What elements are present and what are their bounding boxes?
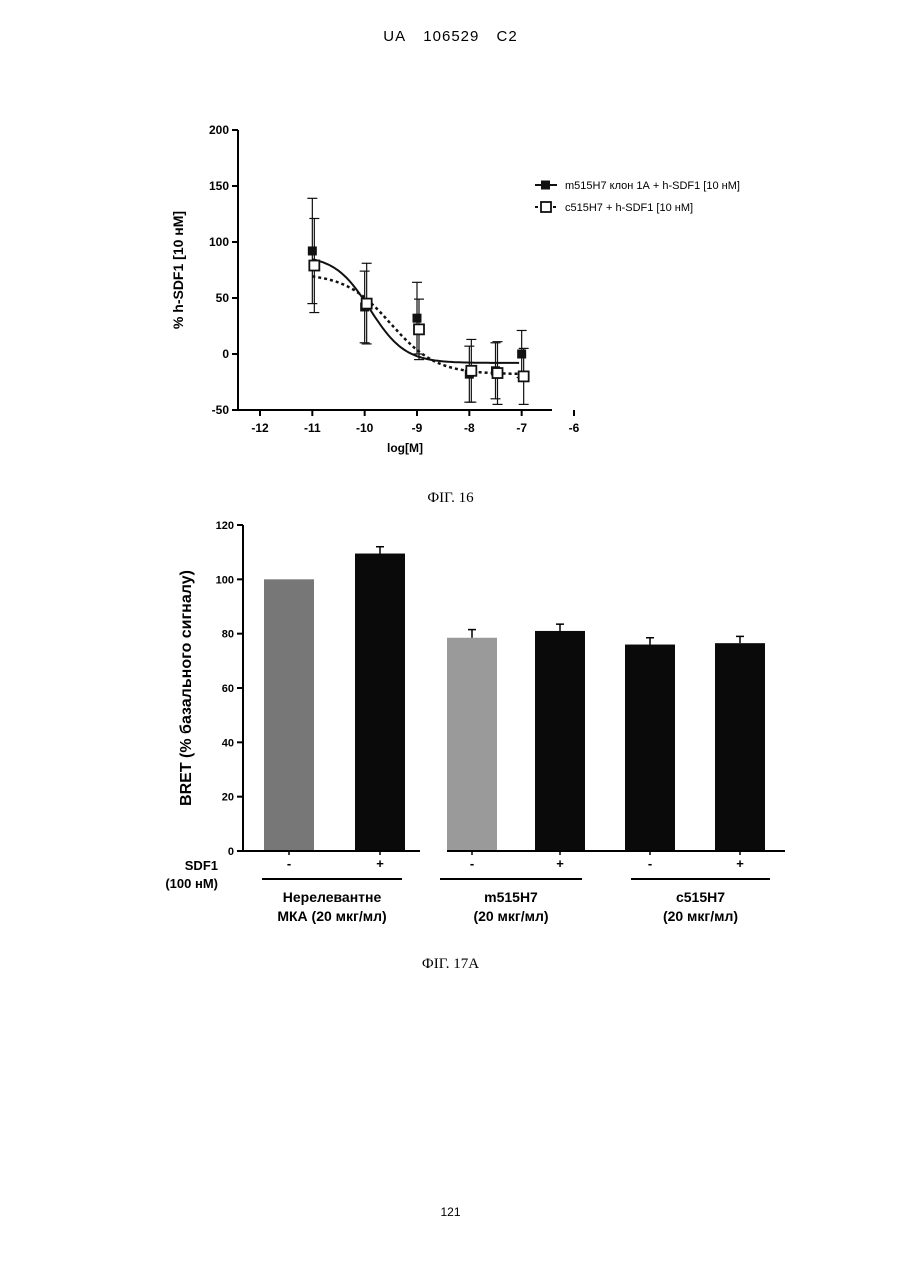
data-point-filled [413,314,422,323]
y-tick-label: 0 [222,347,229,361]
group-label-concentration: (20 мкг/мл) [663,908,738,924]
bar [355,554,405,851]
group-label-concentration: МКА (20 мкг/мл) [277,908,386,924]
sdf1-concentration-label: (100 нМ) [165,876,218,891]
patent-number: 106529 [423,28,479,45]
page-number: 121 [0,1205,901,1219]
data-point-open [309,261,319,271]
x-tick-label: -8 [464,421,475,435]
legend-label: c515H7 + h-SDF1 [10 нМ] [565,202,693,214]
bar [264,579,314,851]
group-label-concentration: (20 мкг/мл) [473,908,548,924]
x-tick-label: -11 [304,421,321,435]
data-point-open [519,371,529,381]
y-tick-label: 50 [216,291,230,305]
data-point-filled [308,246,317,255]
y-axis-label: BRET (% базального сигналу) [178,570,195,806]
kind-code: C2 [497,28,518,45]
data-point-open [466,366,476,376]
y-tick-label: -50 [212,403,230,417]
country-code: UA [383,28,406,45]
patent-header: UA 106529 C2 [0,28,901,45]
bar [625,645,675,851]
bret-bar-chart: 0 20 40 60 80 100 120 BRET (% базального сигнал… [0,515,901,935]
x-tick-label: -7 [516,421,527,435]
x-tick-label: -6 [569,421,580,435]
dose-response-chart: -50 0 50 100 150 200 -12 -11 -10 -9 -8 -7 -6 log[M] % … [0,110,901,580]
sdf1-sign: + [556,856,564,871]
y-tick-label: 60 [222,683,234,695]
x-tick-label: -12 [251,421,269,435]
data-point-filled [517,350,526,359]
sdf1-sign: - [287,856,291,871]
group-label: c515H7 [676,889,725,905]
x-tick-label: -10 [356,421,374,435]
sdf1-sign: - [648,856,652,871]
legend-marker-open [541,202,551,212]
sdf1-row-label: SDF1 [185,858,218,873]
legend-label: m515H7 клон 1А + h-SDF1 [10 нМ] [565,180,740,192]
group-label: m515H7 [484,889,538,905]
data-point-open [414,324,424,334]
sdf1-sign: - [470,856,474,871]
bar [535,631,585,851]
bar [715,643,765,851]
y-tick-label: 100 [209,235,229,249]
x-axis-label: log[M] [387,441,423,455]
sdf1-sign: + [736,856,744,871]
bar [447,638,497,851]
x-tick-label: -9 [412,421,423,435]
group-label: Нерелевантне [283,889,382,905]
y-tick-label: 40 [222,737,234,749]
legend-marker-filled [541,181,550,190]
fig17a-caption: ФІГ. 17А [0,956,901,973]
data-point-open [362,299,372,309]
y-tick-label: 80 [222,629,234,641]
y-axis-label: % h-SDF1 [10 нМ] [170,211,186,329]
sdf1-sign: + [376,856,384,871]
y-tick-label: 120 [216,520,234,532]
y-tick-label: 150 [209,179,229,193]
y-tick-label: 0 [228,846,234,858]
fig16-caption: ФІГ. 16 [0,490,901,507]
y-tick-label: 20 [222,792,234,804]
y-tick-label: 200 [209,123,229,137]
y-tick-label: 100 [216,574,234,586]
data-point-open [493,368,503,378]
